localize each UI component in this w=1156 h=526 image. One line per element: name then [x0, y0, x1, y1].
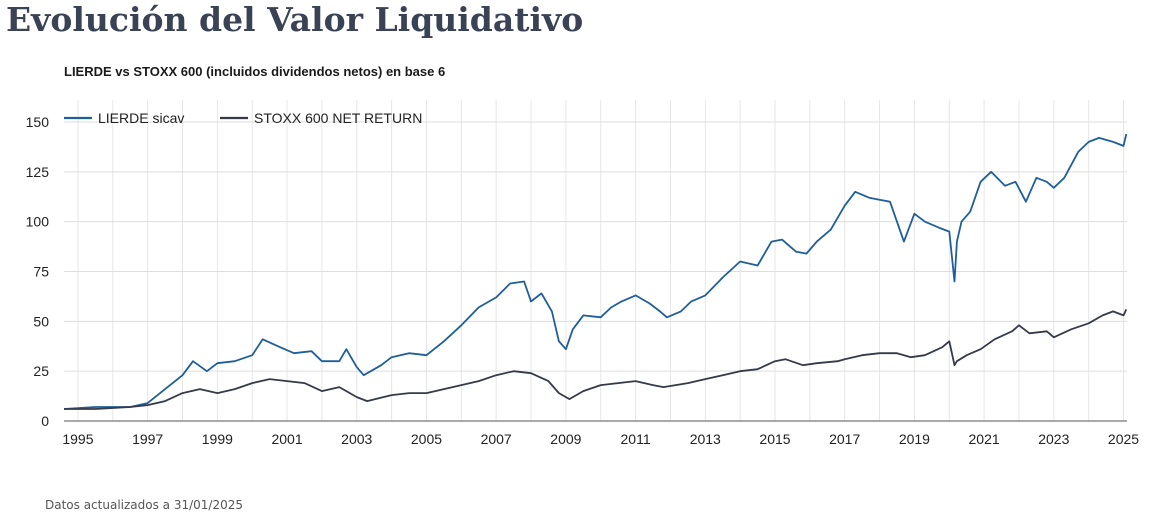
horizontal-gridlines: [64, 121, 1127, 422]
y-tick-label: 125: [26, 164, 50, 180]
page-title: Evolución del Valor Liquidativo: [6, 0, 584, 39]
series-lines: [63, 133, 1128, 410]
x-tick-label: 2011: [621, 431, 651, 447]
y-tick-label: 75: [33, 264, 49, 280]
legend-label-lierde: LIERDE sicav: [98, 110, 184, 126]
x-tick-label: 2013: [690, 431, 721, 447]
x-axis-ticks: 1995 1997 1999 2001 2003 2005 2007 2009 2011 2013…: [62, 431, 1139, 447]
x-tick-label: 2007: [481, 431, 512, 447]
y-tick-label: 50: [33, 313, 49, 329]
x-tick-label: 2015: [759, 431, 790, 447]
x-tick-label: 2025: [1108, 431, 1139, 447]
x-tick-label: 1999: [202, 431, 233, 447]
y-tick-label: 100: [26, 214, 50, 230]
legend: LIERDE sicav STOXX 600 NET RETURN: [64, 110, 422, 126]
x-tick-label: 2019: [899, 431, 930, 447]
y-tick-label: 25: [33, 363, 49, 379]
x-tick-label: 2009: [550, 431, 581, 447]
x-tick-label: 1995: [62, 431, 93, 447]
x-tick-label: 2021: [969, 431, 1000, 447]
x-tick-label: 2005: [411, 431, 442, 447]
y-axis-ticks: 0 25 50 75 100 125 150: [26, 114, 50, 429]
series-line-stoxx600: [64, 309, 1128, 410]
x-tick-label: 2023: [1038, 431, 1069, 447]
y-tick-label: 0: [41, 413, 49, 429]
vertical-gridlines: [77, 100, 1125, 421]
x-tick-label: 2001: [271, 431, 302, 447]
x-tick-label: 2017: [829, 431, 860, 447]
update-footnote: Datos actualizados a 31/01/2025: [45, 498, 243, 512]
y-tick-label: 150: [26, 114, 50, 130]
x-tick-label: 1997: [132, 431, 163, 447]
x-tick-label: 2003: [341, 431, 372, 447]
series-line-lierde: [63, 133, 1128, 410]
chart-title: LIERDE vs STOXX 600 (incluidos dividendo…: [64, 64, 446, 79]
legend-label-stoxx600: STOXX 600 NET RETURN: [254, 110, 422, 126]
